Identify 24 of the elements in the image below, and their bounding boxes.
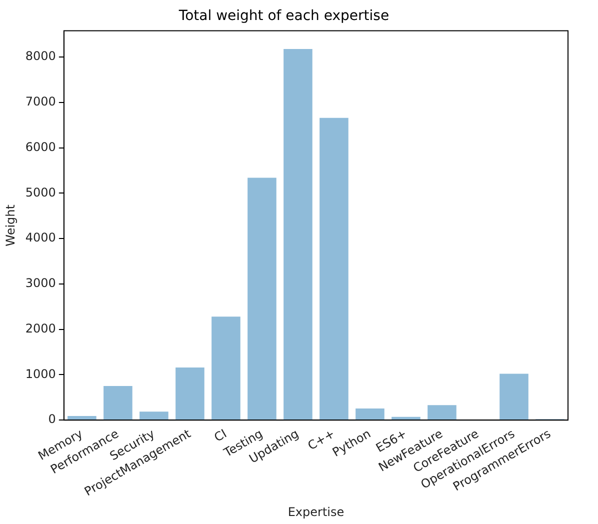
bar: [248, 178, 276, 420]
y-tick-label: 7000: [25, 94, 56, 109]
bar: [320, 118, 348, 420]
bar: [500, 374, 528, 420]
y-tick-label: 0: [48, 412, 56, 426]
chart-title: Total weight of each expertise: [178, 8, 390, 24]
bar: [284, 48, 312, 420]
bar: [428, 405, 456, 420]
y-tick-label: 4000: [25, 230, 56, 245]
y-tick-label: 2000: [25, 321, 56, 336]
bar: [104, 386, 132, 420]
y-tick-label: 8000: [25, 49, 56, 64]
x-axis-title: Expertise: [288, 504, 344, 519]
bar: [140, 412, 168, 420]
y-tick-label: 1000: [25, 366, 56, 381]
bar: [176, 367, 204, 420]
bar: [68, 416, 96, 420]
y-tick-label: 6000: [25, 140, 56, 154]
bar: [356, 408, 384, 420]
bar: [392, 416, 420, 420]
bar: [212, 316, 240, 420]
y-axis-title: Weight: [3, 204, 18, 246]
y-tick-label: 5000: [25, 185, 56, 200]
y-tick-label: 3000: [25, 276, 56, 290]
